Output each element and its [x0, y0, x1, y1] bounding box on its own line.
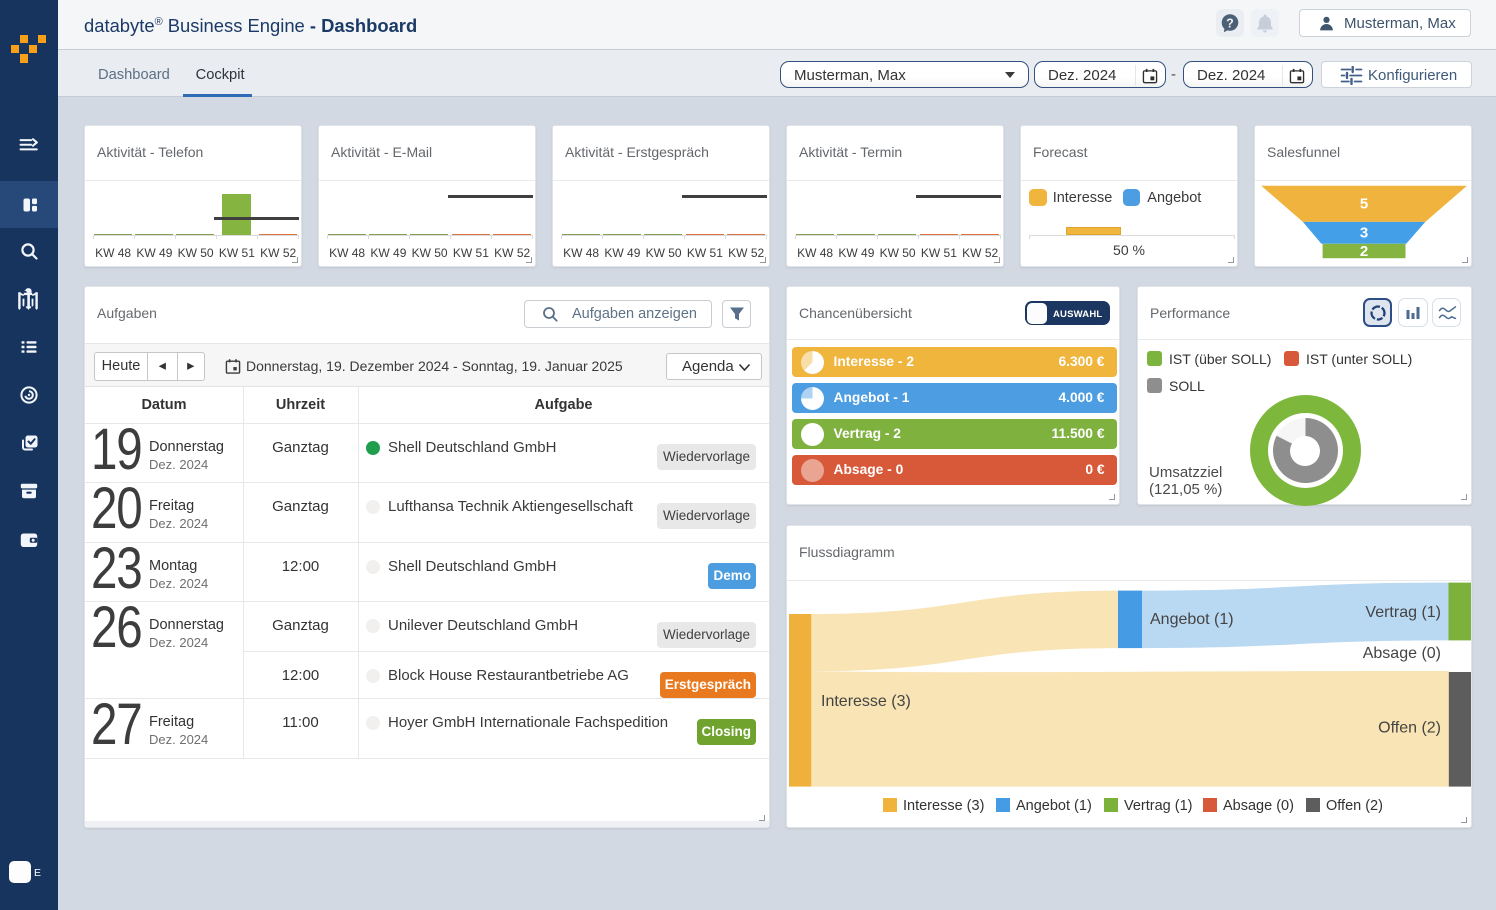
svg-text:5: 5	[1360, 196, 1368, 213]
svg-text:Angebot (1): Angebot (1)	[1150, 611, 1234, 628]
svg-text:2: 2	[1360, 243, 1368, 260]
svg-text:Absage (0): Absage (0)	[1363, 645, 1441, 662]
svg-text:3: 3	[1360, 225, 1368, 242]
svg-text:Interesse (3): Interesse (3)	[821, 693, 911, 710]
svg-text:?: ?	[1226, 16, 1234, 30]
svg-text:Offen (2): Offen (2)	[1378, 720, 1441, 737]
svg-text:Vertrag (1): Vertrag (1)	[1365, 604, 1441, 621]
